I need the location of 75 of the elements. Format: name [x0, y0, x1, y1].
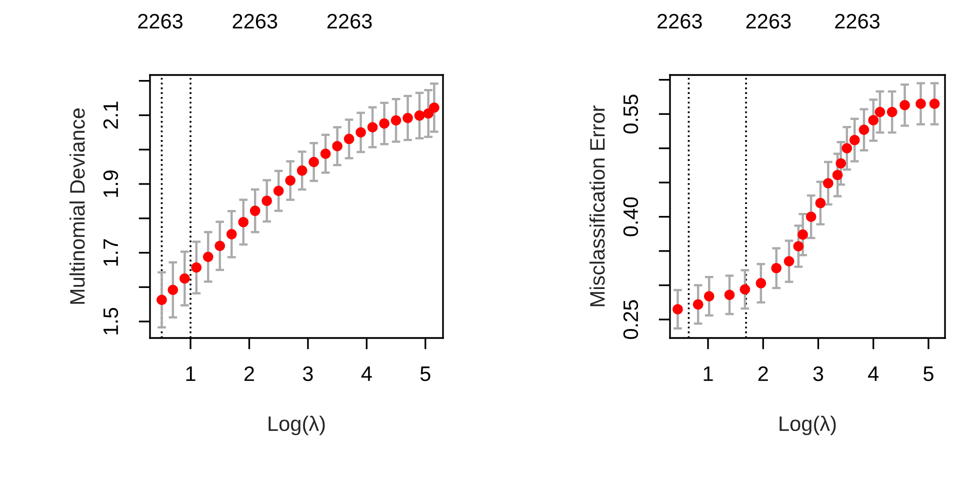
- y-tick-label: 1.7: [104, 239, 118, 266]
- text: 2263: [138, 14, 183, 29]
- x-tick-label: 3: [302, 366, 313, 382]
- x-axis-title: Log(λ): [780, 416, 836, 436]
- point: [886, 106, 898, 118]
- y-tick-label: 0.25: [623, 300, 638, 339]
- point: [320, 148, 331, 159]
- point: [771, 262, 782, 274]
- text: 2263: [835, 14, 880, 29]
- x-tick-label: 4: [361, 366, 372, 381]
- x-axis-title: Log(λ): [268, 416, 325, 436]
- point: [868, 115, 879, 126]
- y-tick-label: 0.55: [623, 94, 638, 134]
- point: [793, 241, 804, 252]
- point: [296, 165, 308, 176]
- point: [156, 294, 167, 305]
- point: [250, 206, 260, 216]
- point: [756, 278, 766, 288]
- point: [836, 158, 846, 168]
- point: [214, 240, 226, 252]
- point: [784, 256, 794, 266]
- point: [332, 141, 342, 152]
- point: [402, 112, 413, 124]
- point: [179, 273, 190, 284]
- point: [238, 216, 249, 228]
- y-axis-title: Misclassification Error: [589, 106, 605, 306]
- point: [916, 98, 926, 109]
- x-tick-label: 3: [813, 366, 824, 382]
- x-tick-label: 4: [868, 366, 879, 381]
- point: [692, 299, 704, 310]
- point: [273, 186, 284, 196]
- point: [672, 304, 683, 314]
- point: [390, 115, 402, 126]
- x-tick-label: 1: [704, 366, 713, 381]
- x-tick-label: 2: [244, 366, 254, 381]
- point: [900, 100, 910, 110]
- point: [724, 290, 735, 300]
- point: [740, 284, 750, 295]
- x-tick-label: 2: [758, 366, 768, 381]
- point: [806, 212, 816, 222]
- point: [262, 196, 272, 206]
- x-tick-label: 5: [420, 366, 430, 382]
- point: [849, 134, 860, 146]
- point: [823, 178, 834, 188]
- point: [191, 262, 202, 273]
- point: [367, 122, 378, 132]
- point: [815, 198, 826, 208]
- y-tick-label: 0.40: [623, 197, 638, 236]
- point: [168, 284, 178, 296]
- y-tick-label: 1.5: [104, 308, 118, 334]
- point: [842, 143, 852, 154]
- point: [226, 229, 237, 240]
- point: [798, 229, 808, 240]
- point: [858, 124, 870, 135]
- y-tick-label: 1.9: [103, 170, 118, 197]
- point: [929, 98, 940, 109]
- point: [414, 110, 425, 121]
- point: [874, 106, 886, 118]
- point: [285, 175, 296, 186]
- x-tick-label: 5: [924, 366, 934, 382]
- y-tick-label: 2.1: [103, 102, 118, 129]
- point: [308, 156, 319, 168]
- text: 2263: [232, 14, 278, 29]
- x-tick-label: 1: [186, 366, 196, 381]
- point: [344, 134, 354, 144]
- text: 2263: [746, 14, 791, 29]
- point: [202, 252, 214, 262]
- point: [704, 291, 714, 302]
- y-axis-title: Multinomial Deviance: [69, 108, 85, 304]
- point: [356, 127, 366, 138]
- text: 2263: [327, 14, 372, 29]
- point: [832, 170, 843, 180]
- point: [379, 118, 390, 129]
- point: [429, 102, 440, 113]
- text: 2263: [658, 14, 702, 29]
